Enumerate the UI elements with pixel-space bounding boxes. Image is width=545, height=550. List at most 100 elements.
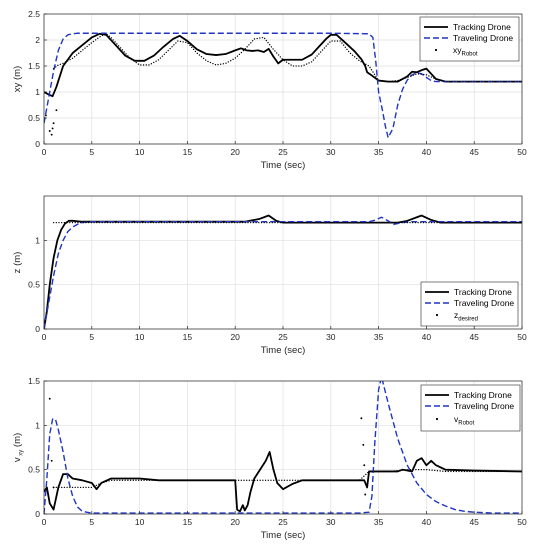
x-tick-label: 0	[42, 517, 47, 527]
legend-swatch-dot	[435, 313, 439, 317]
legend-box	[419, 16, 520, 62]
series-v-robot	[52, 469, 522, 489]
data-point	[50, 133, 53, 136]
x-tick-label: 0	[42, 332, 47, 342]
chart-panel-3: 0 5 10 15 20 25 30 35 40 45 50 0 0.5 1 1.5 Time (sec) v …	[12, 376, 527, 541]
legend-label: Traveling Drone	[453, 33, 513, 43]
x-tick-label: 40	[422, 332, 432, 342]
chart-panel-2: 0 5 10 15 20 25 30 35 40 45 50 0 0.5 1 Time (sec) z (m)…	[12, 195, 527, 356]
x-tick-label: 40	[422, 147, 432, 157]
series-tracking-drone	[44, 32, 522, 98]
x-tick-label: 15	[183, 332, 193, 342]
y-tick-label: 1	[35, 87, 40, 97]
legend-label: Traveling Drone	[454, 298, 514, 308]
series-v-robot-scatter	[48, 397, 367, 496]
series-xy-robot	[52, 33, 522, 83]
series-group	[44, 381, 522, 514]
data-point	[364, 493, 367, 496]
legend-label: Tracking Drone	[454, 390, 512, 400]
y-tick-label: 0	[35, 509, 40, 519]
legend-box	[420, 281, 519, 327]
series-traveling-drone	[44, 32, 522, 139]
x-tick-label: 10	[135, 517, 145, 527]
x-tick-label: 40	[422, 517, 432, 527]
y-tick-label: 1.5	[28, 61, 40, 71]
legend-label: Tracking Drone	[454, 287, 512, 297]
series-group	[44, 32, 522, 139]
chart-panel-1: 0 5 10 15 20 25 30 35 40 45 50 0 0.5 1 1.5 2 2.5 Time (se…	[12, 9, 527, 171]
y-axis-label: v xy (m)	[12, 433, 25, 462]
series-tracking-drone	[44, 451, 522, 513]
x-axis-label: Time (sec)	[261, 345, 306, 356]
y-tick-label: 0.5	[28, 113, 40, 123]
x-tick-label: 10	[135, 332, 145, 342]
data-point	[48, 130, 51, 132]
x-tick-label: 15	[183, 147, 193, 157]
data-point	[50, 459, 53, 462]
legend-swatch-dot	[435, 417, 439, 421]
legend-label: Tracking Drone	[453, 22, 511, 32]
legend-label: zdesired	[454, 310, 478, 323]
x-tick-label: 5	[89, 147, 94, 157]
x-tick-label: 20	[230, 517, 240, 527]
x-tick-label: 20	[230, 332, 240, 342]
y-axis-label: z (m)	[12, 252, 23, 274]
data-point	[363, 464, 366, 467]
x-tick-label: 30	[326, 147, 336, 157]
series-traveling-drone	[44, 381, 522, 514]
x-tick-label: 30	[326, 332, 336, 342]
y-tick-label: 1	[35, 235, 40, 245]
x-tick-label: 30	[326, 517, 336, 527]
legend-label: Traveling Drone	[454, 401, 514, 411]
x-tick-label: 50	[517, 147, 527, 157]
x-axis-label: Time (sec)	[261, 530, 306, 541]
data-point	[51, 127, 54, 130]
x-tick-label: 45	[469, 332, 479, 342]
x-tick-label: 45	[469, 517, 479, 527]
x-tick-label: 50	[517, 517, 527, 527]
x-tick-label: 25	[278, 517, 288, 527]
data-point	[360, 417, 363, 420]
data-point	[44, 114, 47, 117]
y-tick-label: 2.5	[28, 9, 40, 19]
x-tick-label: 20	[230, 147, 240, 157]
series-xy-robot-scatter	[44, 109, 58, 136]
x-tick-label: 35	[374, 147, 384, 157]
series-traveling-drone	[44, 216, 522, 329]
data-point	[362, 443, 365, 446]
series-tracking-drone	[44, 214, 522, 329]
x-tick-label: 0	[42, 147, 47, 157]
x-tick-label: 5	[89, 517, 94, 527]
x-tick-label: 45	[469, 147, 479, 157]
y-axis-label: xy (m)	[12, 66, 23, 92]
y-tick-label: 1	[35, 420, 40, 430]
legend-swatch-dot	[434, 48, 438, 52]
series-group	[44, 214, 522, 329]
data-point	[55, 109, 58, 112]
x-tick-label: 35	[374, 517, 384, 527]
x-tick-label: 50	[517, 332, 527, 342]
data-point	[48, 397, 51, 400]
x-tick-label: 5	[89, 332, 94, 342]
x-tick-label: 10	[135, 147, 145, 157]
y-tick-label: 2	[35, 35, 40, 45]
y-tick-label: 0	[35, 139, 40, 149]
legend-label: vRobot	[454, 414, 475, 427]
x-tick-label: 15	[183, 517, 193, 527]
x-tick-label: 25	[278, 147, 288, 157]
y-tick-label: 0	[35, 324, 40, 334]
x-tick-label: 25	[278, 332, 288, 342]
y-tick-label: 0.5	[28, 465, 40, 475]
x-axis-label: Time (sec)	[261, 160, 306, 171]
y-tick-label: 1.5	[28, 376, 40, 386]
data-point	[52, 122, 55, 125]
x-tick-label: 35	[374, 332, 384, 342]
y-tick-label: 0.5	[28, 280, 40, 290]
data-point	[52, 486, 55, 489]
legend-label: xyRobot	[453, 45, 478, 58]
legend-box	[420, 384, 521, 432]
